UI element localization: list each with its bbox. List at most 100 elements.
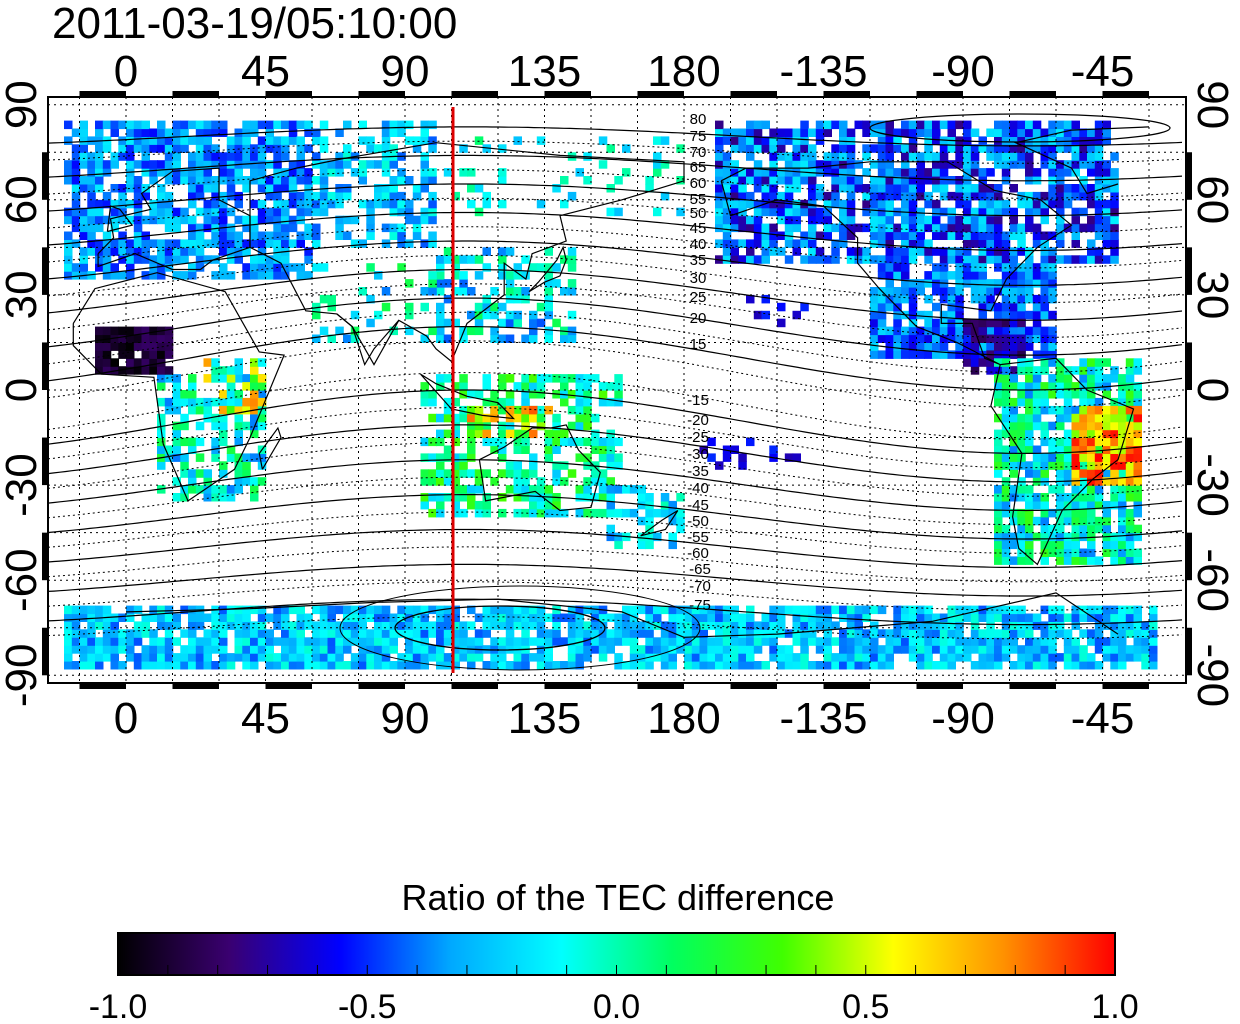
contour-label: -40	[687, 480, 709, 497]
tec-data-cell	[102, 215, 112, 225]
tec-data-cell	[846, 231, 856, 240]
tec-data-cell	[746, 645, 755, 654]
tec-data-cell	[133, 120, 143, 130]
tec-data-cell	[544, 310, 553, 320]
tec-data-cell	[164, 366, 174, 375]
tec-data-cell	[482, 413, 491, 423]
tec-data-cell	[211, 184, 220, 193]
tec-data-cell	[753, 223, 763, 233]
tec-data-cell	[226, 445, 236, 454]
tec-data-cell	[730, 199, 739, 209]
tec-data-cell	[808, 621, 817, 630]
tec-data-cell	[823, 152, 832, 161]
tec-data-cell	[1056, 239, 1065, 248]
tec-data-cell	[188, 120, 197, 130]
tec-data-cell	[560, 334, 569, 343]
lat-tick-label-left: 60	[0, 175, 46, 224]
tec-data-cell	[970, 637, 980, 646]
lon-tick-label-top: -90	[931, 47, 995, 96]
tec-data-cell	[420, 302, 429, 312]
tec-data-cell	[102, 144, 112, 153]
tec-data-cell	[614, 508, 623, 518]
tec-data-cell	[939, 271, 949, 280]
tec-data-cell	[560, 613, 569, 622]
tec-data-cell	[226, 223, 236, 233]
tec-data-cell	[219, 160, 228, 169]
tec-data-cell	[908, 184, 918, 193]
tec-data-cell	[730, 621, 739, 630]
tec-data-cell	[1009, 540, 1018, 550]
tec-data-cell	[1032, 271, 1042, 280]
tec-data-cell	[606, 493, 615, 502]
tec-data-cell	[389, 144, 398, 153]
tec-data-cell	[1017, 279, 1026, 288]
tec-data-cell	[924, 629, 933, 638]
lat-tick-label-right: -30	[1188, 453, 1237, 517]
tec-data-cell	[746, 255, 755, 264]
tec-data-cell	[575, 613, 584, 622]
tec-data-cell	[250, 255, 259, 264]
tec-data-cell	[234, 191, 243, 201]
tec-data-cell	[761, 120, 770, 130]
tec-data-cell	[885, 160, 894, 169]
tec-data-cell	[451, 397, 460, 407]
tec-data-cell	[405, 310, 414, 320]
tec-data-cell	[1056, 231, 1065, 240]
tec-data-cell	[544, 637, 553, 646]
tec-data-cell	[606, 445, 615, 454]
tec-data-cell	[955, 191, 964, 201]
tec-data-cell	[319, 160, 329, 169]
tec-data-cell	[994, 461, 1003, 470]
tec-data-cell	[405, 302, 414, 312]
tec-data-cell	[575, 629, 584, 638]
tec-data-cell	[374, 621, 383, 630]
tec-data-cell	[730, 247, 739, 256]
tec-data-cell	[862, 247, 871, 256]
mag-contour-line	[47, 297, 1183, 356]
tec-data-cell	[1032, 366, 1042, 375]
tec-data-cell	[1063, 629, 1073, 638]
tec-data-cell	[870, 318, 879, 328]
tec-data-cell	[219, 613, 228, 622]
tec-data-cell	[746, 661, 755, 670]
tec-data-cell	[722, 645, 732, 654]
tec-data-cell	[846, 144, 856, 153]
tec-data-cell	[893, 621, 902, 630]
tec-data-cell	[219, 461, 228, 470]
tec-data-cell	[1001, 231, 1011, 240]
tec-data-cell	[901, 629, 910, 638]
tec-data-cell	[544, 405, 553, 415]
coastline	[336, 313, 400, 367]
tec-data-cell	[149, 136, 158, 145]
tec-data-cell	[304, 271, 313, 280]
tec-data-cell	[343, 144, 352, 153]
tec-data-cell	[645, 629, 654, 638]
tec-data-cell	[281, 231, 290, 240]
tec-data-cell	[420, 152, 429, 161]
tec-data-cell	[707, 621, 716, 630]
tec-data-cell	[296, 239, 305, 248]
contour-label: 80	[690, 111, 707, 128]
tec-data-cell	[978, 191, 987, 201]
tec-data-cell	[428, 493, 437, 502]
tec-data-cell	[955, 255, 964, 264]
tec-data-cell	[149, 661, 158, 670]
tec-data-cell	[513, 271, 522, 280]
tec-data-cell	[777, 207, 786, 217]
tec-data-cell	[885, 239, 894, 248]
tec-data-cell	[381, 223, 391, 233]
tec-data-cell	[994, 184, 1003, 193]
tec-data-cell	[746, 437, 755, 447]
tec-data-cell	[1025, 160, 1034, 169]
tec-data-cell	[1056, 382, 1065, 391]
tec-data-cell	[1133, 445, 1142, 454]
tec-data-cell	[939, 342, 949, 351]
tec-data-cell	[978, 358, 987, 367]
tec-data-cell	[939, 350, 949, 359]
tec-data-cell	[1025, 548, 1034, 557]
tec-data-cell	[133, 215, 143, 225]
tec-data-cell	[1032, 294, 1042, 304]
tec-data-cell	[443, 613, 453, 622]
tec-data-cell	[149, 215, 158, 225]
tec-data-cell	[405, 176, 414, 185]
